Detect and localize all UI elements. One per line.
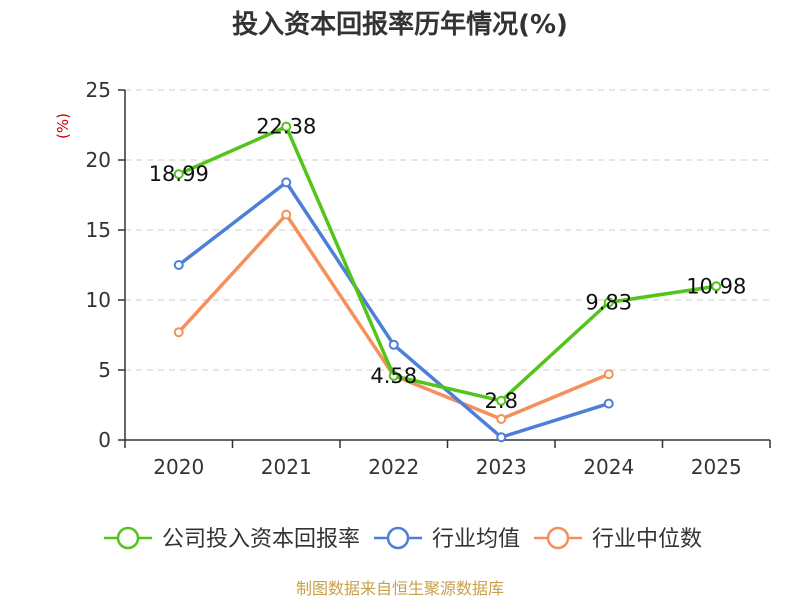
series-line [178,124,717,403]
legend[interactable]: 公司投入资本回报率 行业均值 行业中位数 [104,526,702,552]
x-tick-label: 2025 [691,455,742,479]
data-label: 4.58 [370,364,417,388]
data-point[interactable] [496,432,507,443]
data-label: 2.8 [485,389,518,413]
legend-marker [116,526,140,550]
data-point[interactable] [173,260,184,270]
y-tick-label: 20 [86,148,111,172]
legend-label: 行业中位数 [592,527,702,552]
data-label: 9.83 [585,290,632,314]
data-point[interactable] [711,281,722,292]
legend-item[interactable]: 行业均值 [374,526,520,552]
x-tick-label: 2022 [368,455,419,479]
data-point[interactable] [281,209,292,220]
data-point[interactable] [388,339,399,350]
y-tick-label: 10 [86,288,111,312]
data-point[interactable] [496,395,507,406]
x-tick-label: 2021 [261,455,312,479]
data-labels: 18.99 22.38 4.58 2.8 9.83 10.98 [149,115,747,413]
x-tick-label: 2024 [583,455,634,479]
y-tick-label: 5 [98,358,111,382]
series-group [173,209,614,424]
series-group [173,121,722,406]
chart-title: 投入资本回报率历年情况(%) [232,9,568,40]
data-point[interactable] [281,121,292,132]
data-label: 10.98 [686,274,746,298]
series-line [177,212,610,421]
source-note: 制图数据来自恒生聚源数据库 [296,579,504,598]
data-point[interactable] [173,327,184,338]
data-point[interactable] [281,177,292,188]
y-tick-label: 25 [86,78,111,102]
legend-label: 公司投入资本回报率 [162,527,360,552]
series-lines [173,121,722,443]
legend-item[interactable]: 公司投入资本回报率 [104,526,360,552]
legend-marker [386,526,410,550]
grid [125,89,770,371]
data-point[interactable] [496,414,507,424]
series-group [173,177,614,443]
data-point[interactable] [603,398,614,409]
data-point[interactable] [603,297,614,308]
legend-label: 行业均值 [432,527,520,552]
data-point[interactable] [388,370,399,381]
legend-item[interactable]: 行业中位数 [534,526,702,552]
series-line [177,180,610,439]
data-label: 22.38 [256,115,316,139]
data-label: 18.99 [149,162,209,186]
data-point[interactable] [173,169,184,180]
x-tick-label: 2023 [476,455,527,479]
data-point[interactable] [603,369,614,380]
y-axis-label: (%) [54,113,72,139]
y-tick-label: 0 [98,428,111,452]
legend-marker [546,526,570,550]
y-tick-label: 15 [86,218,111,242]
x-tick-label: 2020 [153,455,204,479]
